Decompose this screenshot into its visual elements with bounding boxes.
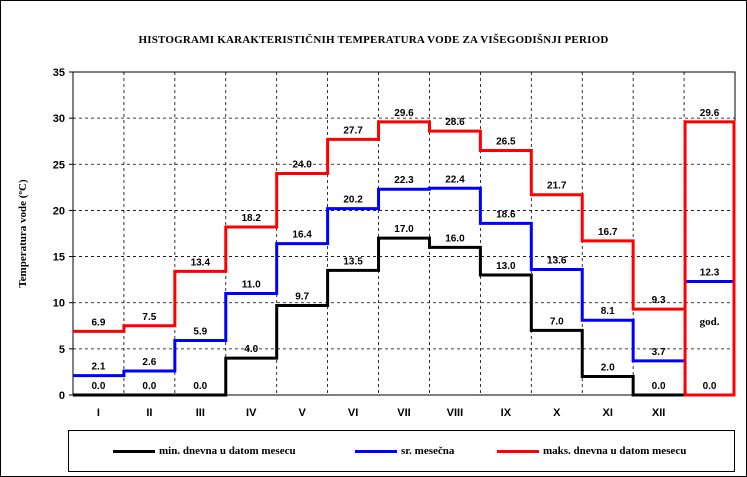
- data-label-avg: 2.6: [142, 357, 156, 368]
- data-label-min: 4.0: [244, 344, 258, 355]
- legend-swatch-avg: [355, 449, 397, 453]
- chart-title: HISTOGRAMI KARAKTERISTIČNIH TEMPERATURA …: [138, 34, 609, 46]
- x-tick-label: IX: [501, 407, 512, 419]
- data-label-max: 9.3: [652, 295, 666, 306]
- data-label-max: 29.6: [394, 108, 414, 119]
- data-label-avg: 5.9: [193, 327, 207, 338]
- data-label-avg: 8.1: [601, 306, 615, 317]
- legend-label-min: min. dnevna u datom mesecu: [159, 445, 296, 457]
- data-label-max: 6.9: [92, 317, 106, 328]
- legend-swatch-min: [113, 449, 155, 453]
- data-label-min: 0.0: [92, 381, 106, 392]
- series-max-line: [73, 120, 685, 333]
- x-tick-label: X: [553, 407, 561, 419]
- x-tick-label: VIII: [447, 407, 464, 419]
- series-max-annual-bar: [683, 120, 736, 397]
- data-label-max: 27.7: [343, 125, 363, 136]
- data-label-max: 13.4: [191, 257, 211, 268]
- y-tick-label: 35: [53, 67, 65, 79]
- series-avg-line: [73, 186, 685, 378]
- data-label-min: 7.0: [550, 316, 564, 327]
- y-tick-label: 25: [53, 159, 65, 171]
- legend-label-max: maks. dnevna u datom mesecu: [543, 445, 687, 457]
- x-tick-label: I: [97, 407, 100, 419]
- legend-swatch-max: [497, 449, 539, 453]
- x-tick-label: IV: [246, 407, 257, 419]
- x-tick-label: XII: [652, 407, 665, 419]
- y-tick-label: 15: [53, 252, 65, 264]
- data-label-max: 26.5: [496, 136, 516, 147]
- y-tick-label: 5: [59, 344, 65, 356]
- data-label-min: 0.0: [193, 381, 207, 392]
- data-label-max: 7.5: [142, 312, 156, 323]
- data-label-max: 16.7: [598, 227, 618, 238]
- legend-item-avg: sr. mesečna: [355, 444, 454, 458]
- y-tick-label: 10: [53, 298, 65, 310]
- x-tick-label: V: [298, 407, 306, 419]
- data-label-avg: 2.1: [92, 362, 106, 373]
- legend-label-avg: sr. mesečna: [401, 445, 455, 457]
- y-tick-label: 30: [53, 113, 65, 125]
- y-tick-label: 20: [53, 205, 65, 217]
- data-label-min: 17.0: [394, 224, 414, 235]
- x-tick-label: XI: [602, 407, 612, 419]
- data-label-avg: 22.3: [394, 175, 414, 186]
- data-label-max: 28.6: [445, 117, 465, 128]
- data-label-min: 13.0: [496, 261, 516, 272]
- x-tick-label: II: [146, 407, 152, 419]
- legend-item-max: maks. dnevna u datom mesecu: [497, 444, 686, 458]
- data-label-max: 18.2: [241, 213, 261, 224]
- data-label-avg: 3.7: [652, 347, 666, 358]
- data-label-avg: 11.0: [242, 279, 261, 290]
- y-axis-label: Temperatura vode (ºC): [17, 179, 29, 288]
- data-label-max: 24.0: [292, 160, 312, 171]
- data-label-min: 0.0: [703, 381, 717, 392]
- data-label-min: 9.7: [295, 291, 309, 302]
- data-label-min: 0.0: [652, 381, 666, 392]
- x-tick-label: VII: [397, 407, 410, 419]
- x-tick-label: VI: [348, 407, 358, 419]
- data-label-avg: 18.6: [496, 209, 516, 220]
- data-label-avg: 22.4: [445, 174, 465, 185]
- series-min-line: [73, 236, 685, 397]
- x-tick-label: III: [196, 407, 205, 419]
- data-label-min: 16.0: [445, 233, 465, 244]
- data-label-min: 13.5: [343, 256, 363, 267]
- legend-item-min: min. dnevna u datom mesecu: [113, 444, 296, 458]
- y-tick-label: 0: [59, 390, 65, 402]
- data-label-avg: 16.4: [292, 230, 312, 241]
- data-label-max: 21.7: [547, 181, 567, 192]
- data-label-min: 2.0: [601, 363, 615, 374]
- legend: min. dnevna u datom mesecu sr. mesečna m…: [68, 430, 735, 472]
- data-label-avg: 20.2: [343, 195, 363, 206]
- data-label-avg: 12.3: [700, 267, 720, 278]
- data-label-max: 29.6: [700, 108, 720, 119]
- x-tick-label: god.: [700, 316, 720, 328]
- data-label-avg: 13.6: [547, 255, 567, 266]
- data-label-min: 0.0: [142, 381, 156, 392]
